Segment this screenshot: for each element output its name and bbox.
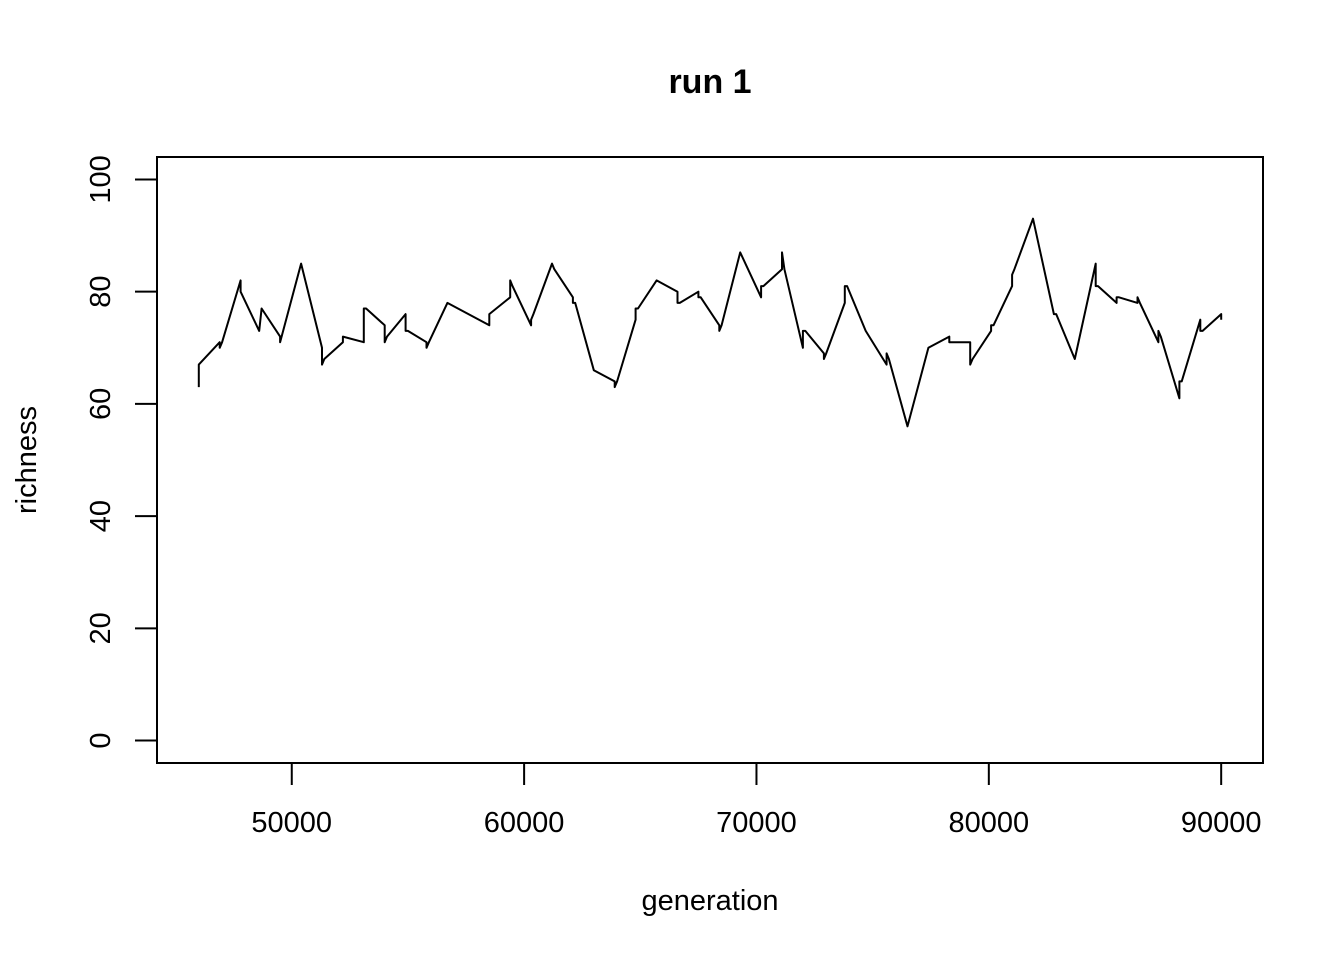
x-tick-label: 90000 (1181, 807, 1262, 839)
y-tick-label: 80 (85, 276, 117, 308)
richness-series-line (197, 217, 1223, 428)
plot-frame (156, 156, 1264, 764)
x-tick-label: 60000 (484, 807, 565, 839)
y-tick-label: 60 (85, 388, 117, 420)
y-tick-label: 100 (85, 155, 117, 203)
y-tick-label: 0 (85, 732, 117, 748)
x-axis-title: generation (641, 885, 778, 917)
y-tick-label: 20 (85, 612, 117, 644)
y-axis: 0 20 40 60 80 100 (85, 155, 158, 749)
chart-title: run 1 (668, 63, 751, 101)
x-tick-label: 50000 (251, 807, 332, 839)
x-tick-label: 70000 (716, 807, 797, 839)
x-tick-label: 80000 (948, 807, 1029, 839)
y-axis-title: richness (11, 406, 43, 514)
x-axis: 50000 60000 70000 80000 90000 (251, 762, 1262, 839)
series-points (198, 218, 1222, 428)
y-tick-label: 40 (85, 500, 117, 532)
